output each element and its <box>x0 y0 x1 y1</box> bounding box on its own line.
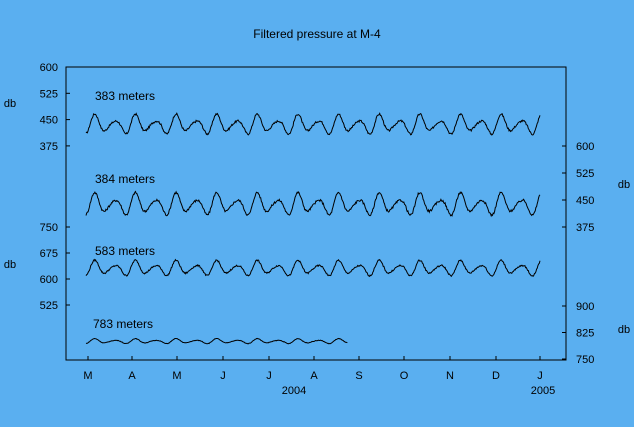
tick-group: 600 525 450 375 db 600 525 450 375 db 750 675 600 525… <box>4 62 630 366</box>
y-tick-label-0-3: 375 <box>40 141 58 153</box>
x-month-label-10: J <box>537 370 543 382</box>
chart-title: Filtered pressure at M-4 <box>253 27 381 41</box>
series-line-0 <box>85 112 541 136</box>
series-line-1 <box>85 190 541 218</box>
unit-label-0: db <box>4 98 16 110</box>
unit-label-1: db <box>618 179 630 191</box>
series-label-0: 383 meters <box>95 89 155 103</box>
y-tick-label-1-0: 600 <box>576 141 594 153</box>
plot-border <box>65 66 567 361</box>
y-tick-label-2-2: 600 <box>40 274 58 286</box>
x-month-label-8: N <box>446 370 454 382</box>
x-month-label-0: M <box>83 370 92 382</box>
y-tick-label-0-2: 450 <box>40 115 58 127</box>
series-group: 383 meters 384 meters 583 meters 783 meters <box>85 89 541 345</box>
x-month-label-7: O <box>400 370 409 382</box>
series-label-1: 384 meters <box>95 172 155 186</box>
x-month-label-4: J <box>266 370 272 382</box>
unit-label-2: db <box>4 259 16 271</box>
y-tick-label-0-1: 525 <box>40 88 58 100</box>
x-month-label-3: J <box>220 370 226 382</box>
y-tick-label-1-2: 450 <box>576 195 594 207</box>
y-tick-label-3-1: 825 <box>576 328 594 340</box>
y-tick-label-2-1: 675 <box>40 248 58 260</box>
y-tick-label-3-2: 750 <box>576 354 594 366</box>
x-year-label-0: 2004 <box>282 385 306 397</box>
y-tick-label-1-1: 525 <box>576 168 594 180</box>
y-tick-label-2-0: 750 <box>40 222 58 234</box>
y-tick-label-0-0: 600 <box>40 62 58 74</box>
y-tick-label-2-3: 525 <box>40 300 58 312</box>
x-month-label-6: S <box>355 370 362 382</box>
x-month-label-5: A <box>310 370 318 382</box>
x-month-label-1: A <box>128 370 136 382</box>
series-label-2: 583 meters <box>95 244 155 258</box>
y-tick-label-3-0: 900 <box>576 301 594 313</box>
x-month-label-9: D <box>492 370 500 382</box>
series-line-2 <box>85 258 541 278</box>
unit-label-3: db <box>618 324 630 336</box>
x-month-label-2: M <box>172 370 181 382</box>
y-tick-label-1-3: 375 <box>576 222 594 234</box>
series-label-3: 783 meters <box>93 317 153 331</box>
x-year-label-1: 2005 <box>531 385 555 397</box>
series-line-3 <box>85 337 348 345</box>
plot-frame <box>65 66 567 361</box>
x-axis-group: M A M J J A S O N D J 2004 2005 <box>83 356 555 397</box>
